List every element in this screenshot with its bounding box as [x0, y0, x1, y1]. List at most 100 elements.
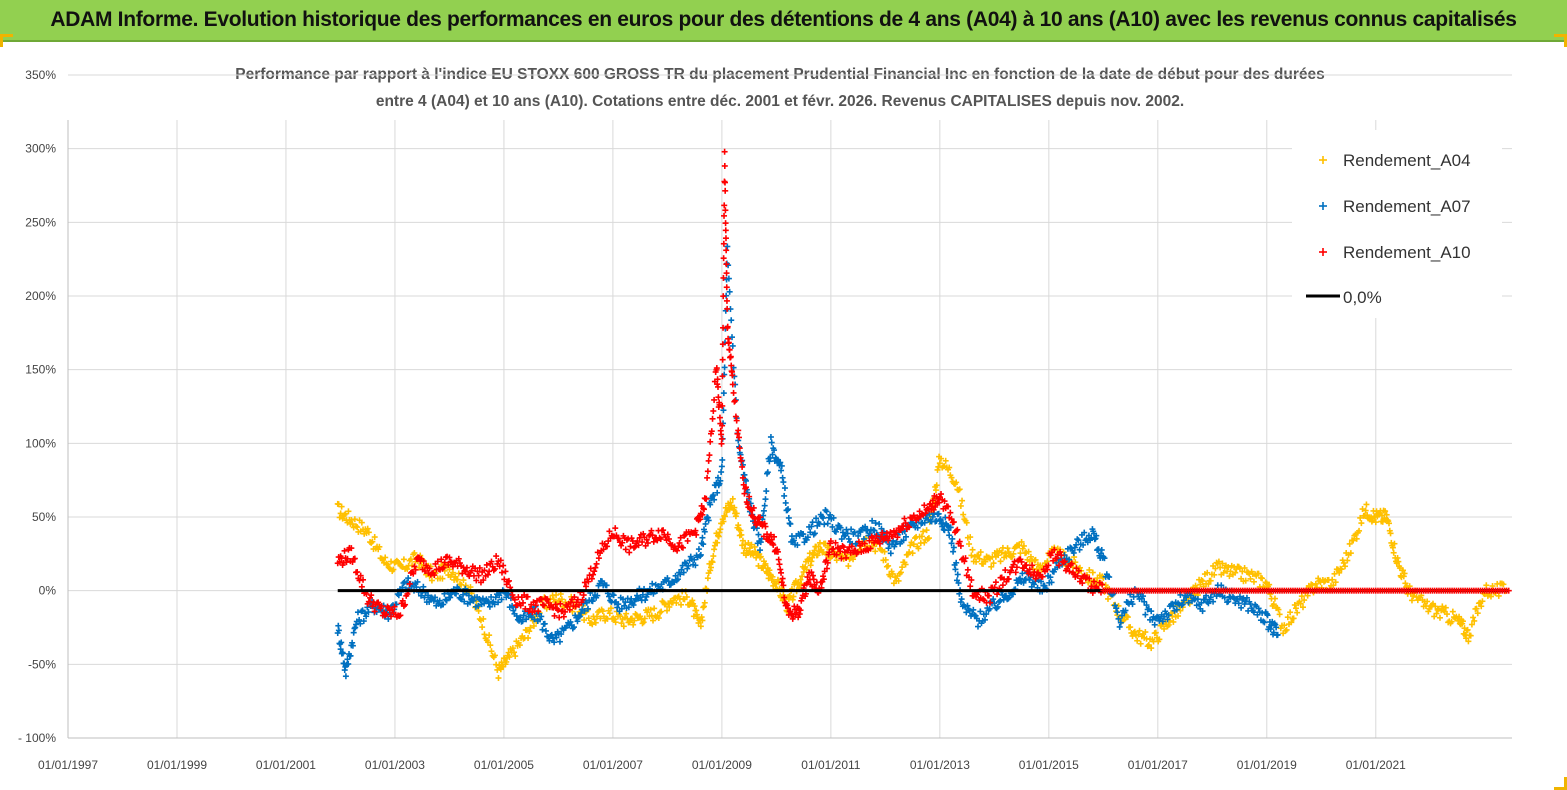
point-a04 [353, 523, 360, 530]
point-a07 [707, 501, 714, 508]
point-a07 [685, 562, 692, 569]
point-a10 [921, 502, 928, 509]
point-a04 [1444, 611, 1451, 618]
point-a07 [519, 618, 526, 625]
point-a04 [1281, 622, 1288, 629]
x-tick-label: 01/01/2017 [1128, 758, 1188, 772]
y-tick-label: 0% [39, 584, 57, 598]
title-banner: ADAM Informe. Evolution historique des p… [0, 0, 1567, 42]
point-a10 [1057, 548, 1064, 555]
point-a10 [505, 577, 512, 584]
point-a10 [718, 435, 725, 442]
point-a07 [1006, 594, 1013, 601]
point-a10 [714, 376, 721, 383]
point-a04 [480, 615, 487, 622]
point-a07 [939, 519, 946, 526]
point-a04 [1205, 581, 1212, 588]
point-a04 [354, 524, 361, 531]
point-a04 [651, 605, 658, 612]
point-a07 [492, 594, 499, 601]
point-a07 [1070, 549, 1077, 556]
point-a07 [949, 535, 956, 542]
point-a10 [618, 542, 625, 549]
point-a10 [721, 212, 728, 219]
point-a10 [724, 305, 731, 312]
point-a04 [1276, 611, 1283, 618]
point-a10 [383, 611, 390, 618]
point-a04 [850, 556, 857, 563]
point-a04 [938, 455, 945, 462]
point-a10 [699, 511, 706, 518]
point-a04 [1211, 571, 1218, 578]
point-a04 [729, 495, 736, 502]
point-a07 [725, 275, 732, 282]
point-a10 [541, 602, 548, 609]
point-a04 [649, 617, 656, 624]
point-a10 [833, 551, 840, 558]
point-a04 [683, 594, 690, 601]
point-a10 [720, 240, 727, 247]
point-a07 [1270, 629, 1277, 636]
point-a04 [977, 549, 984, 556]
point-a07 [347, 652, 354, 659]
point-a04 [506, 654, 513, 661]
point-a04 [1227, 568, 1234, 575]
point-a10 [962, 555, 969, 562]
point-a10 [727, 353, 734, 360]
point-a10 [722, 227, 729, 234]
page-title: ADAM Informe. Evolution historique des p… [50, 8, 1517, 31]
point-a04 [1424, 598, 1431, 605]
point-a04 [527, 624, 534, 631]
point-a04 [701, 599, 708, 606]
point-a07 [780, 479, 787, 486]
point-a04 [632, 610, 639, 617]
point-a07 [1083, 535, 1090, 542]
point-a04 [1408, 597, 1415, 604]
point-a10 [556, 614, 563, 621]
point-a04 [1463, 635, 1470, 642]
point-a10 [697, 516, 704, 523]
point-a04 [1358, 520, 1365, 527]
point-a04 [1390, 549, 1397, 556]
point-a10 [438, 556, 445, 563]
point-a04 [707, 564, 714, 571]
point-a04 [1004, 545, 1011, 552]
point-a07 [900, 537, 907, 544]
point-a04 [960, 511, 967, 518]
point-a10 [703, 495, 710, 502]
point-a10 [555, 607, 562, 614]
point-a07 [757, 547, 764, 554]
point-a04 [639, 620, 646, 627]
point-a04 [407, 556, 414, 563]
point-a07 [342, 673, 349, 680]
point-a10 [640, 530, 647, 537]
point-a07 [1205, 600, 1212, 607]
point-a10 [664, 531, 671, 538]
point-a07 [603, 582, 610, 589]
point-a07 [581, 607, 588, 614]
point-a04 [1330, 582, 1337, 589]
point-a04 [1266, 581, 1273, 588]
point-a04 [1338, 566, 1345, 573]
y-tick-label: 350% [25, 68, 56, 82]
point-a04 [1232, 569, 1239, 576]
point-a07 [743, 477, 750, 484]
point-a04 [1336, 569, 1343, 576]
point-a04 [872, 548, 879, 555]
point-a07 [1081, 529, 1088, 536]
point-a04 [673, 599, 680, 606]
point-a04 [1225, 564, 1232, 571]
point-a07 [420, 583, 427, 590]
point-a07 [679, 562, 686, 569]
point-a10 [721, 148, 728, 155]
point-a04 [1442, 604, 1449, 611]
point-a07 [537, 616, 544, 623]
point-a10 [736, 434, 743, 441]
point-a04 [1353, 535, 1360, 542]
point-a10 [700, 506, 707, 513]
point-a10 [341, 547, 348, 554]
point-a07 [958, 596, 965, 603]
point-a04 [906, 549, 913, 556]
point-a04 [1301, 597, 1308, 604]
point-a10 [707, 438, 714, 445]
